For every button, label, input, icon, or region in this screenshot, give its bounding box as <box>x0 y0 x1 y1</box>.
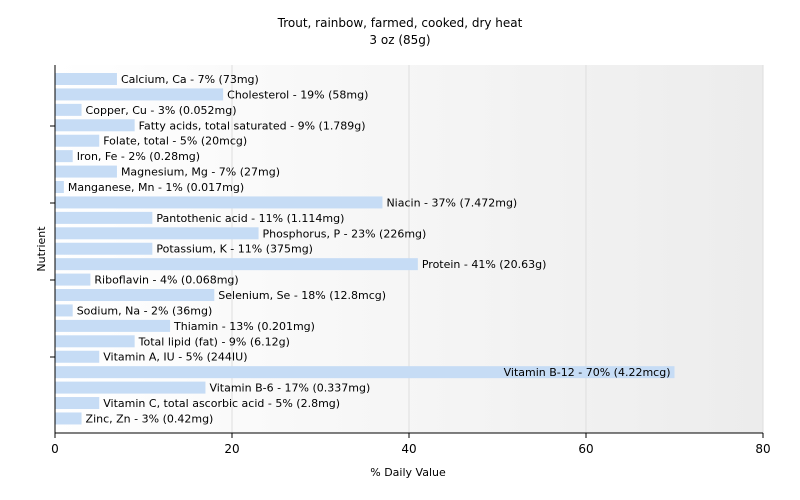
bar <box>55 397 100 410</box>
x-tick-label: 40 <box>401 442 416 456</box>
bar-label: Calcium, Ca - 7% (73mg) <box>121 73 259 86</box>
bar-label: Sodium, Na - 2% (36mg) <box>77 304 213 317</box>
bar-label: Zinc, Zn - 3% (0.42mg) <box>86 412 214 425</box>
bar <box>55 335 135 348</box>
bar-label: Manganese, Mn - 1% (0.017mg) <box>68 181 244 194</box>
bar-label: Niacin - 37% (7.472mg) <box>386 196 517 209</box>
x-axis-title: % Daily Value <box>370 466 446 479</box>
chart-title: Trout, rainbow, farmed, cooked, dry heat <box>277 16 523 30</box>
bar-label: Vitamin C, total ascorbic acid - 5% (2.8… <box>103 397 340 410</box>
bar <box>55 196 383 209</box>
bar-label: Iron, Fe - 2% (0.28mg) <box>77 150 200 163</box>
bar <box>55 181 64 194</box>
bar <box>55 165 117 178</box>
x-tick-label: 80 <box>755 442 770 456</box>
bar <box>55 119 135 132</box>
bar-label: Fatty acids, total saturated - 9% (1.789… <box>139 119 366 132</box>
bar <box>55 366 675 379</box>
bar <box>55 412 82 425</box>
bar <box>55 227 259 240</box>
bar-label: Pantothenic acid - 11% (1.114mg) <box>156 212 344 225</box>
bar <box>55 258 418 271</box>
bar <box>55 242 153 255</box>
bar <box>55 150 73 163</box>
bar-label: Magnesium, Mg - 7% (27mg) <box>121 166 280 179</box>
bar-label: Riboflavin - 4% (0.068mg) <box>94 274 238 287</box>
y-axis-title: Nutrient <box>35 226 48 272</box>
bar <box>55 350 100 363</box>
bar-label: Vitamin B-6 - 17% (0.337mg) <box>209 382 370 395</box>
x-tick-label: 60 <box>578 442 593 456</box>
bar <box>55 211 153 224</box>
x-tick-label: 0 <box>51 442 59 456</box>
bar-label: Selenium, Se - 18% (12.8mcg) <box>218 289 386 302</box>
bar-label: Potassium, K - 11% (375mg) <box>156 243 313 256</box>
bar <box>55 273 91 286</box>
bar-label: Cholesterol - 19% (58mg) <box>227 88 368 101</box>
bar-label: Folate, total - 5% (20mcg) <box>103 135 247 148</box>
bar <box>55 381 206 394</box>
bar-label: Protein - 41% (20.63g) <box>422 258 547 271</box>
bar-label: Vitamin B-12 - 70% (4.22mcg) <box>504 366 671 379</box>
chart-subtitle: 3 oz (85g) <box>369 33 430 47</box>
bar <box>55 289 215 302</box>
bar-label: Phosphorus, P - 23% (226mg) <box>263 227 427 240</box>
bar <box>55 88 224 101</box>
x-tick-label: 20 <box>224 442 239 456</box>
bar-label: Total lipid (fat) - 9% (6.12g) <box>138 335 290 348</box>
bar <box>55 304 73 317</box>
bar <box>55 134 100 147</box>
bar-label: Copper, Cu - 3% (0.052mg) <box>86 104 237 117</box>
bar-label: Vitamin A, IU - 5% (244IU) <box>103 351 247 364</box>
bar-label: Thiamin - 13% (0.201mg) <box>173 320 315 333</box>
bar <box>55 73 117 85</box>
bar <box>55 319 171 332</box>
bar <box>55 103 82 116</box>
